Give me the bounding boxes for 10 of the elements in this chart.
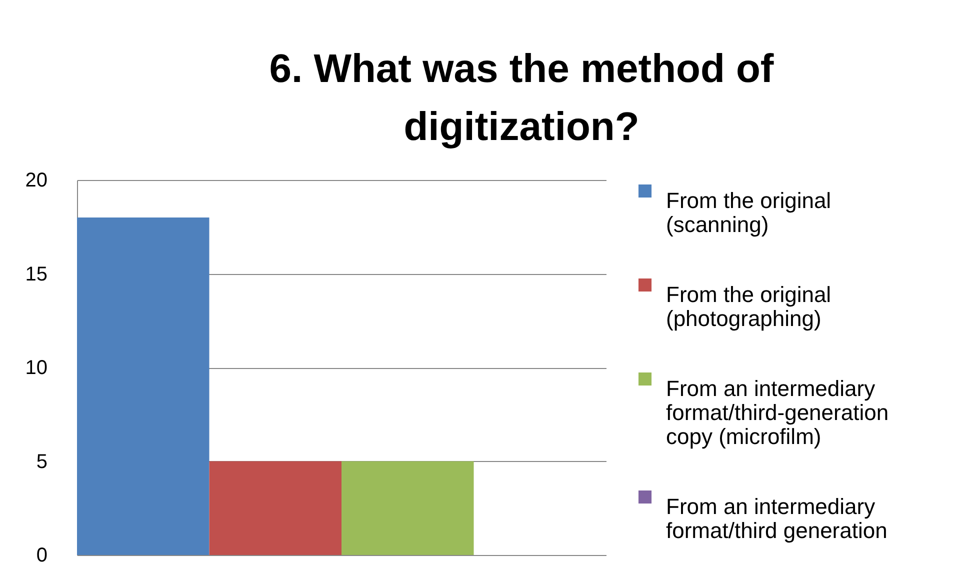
y-tick-label: 15 xyxy=(25,263,48,286)
legend-label: From the original (scanning) xyxy=(666,188,832,237)
y-tick-label: 5 xyxy=(36,450,48,473)
y-tick-label: 0 xyxy=(36,544,48,566)
chart-title: 6. What was the method of digitization? xyxy=(269,47,774,149)
legend-label: From an intermediary format/third-generation copy (microfilm) xyxy=(666,376,889,449)
y-tick-label: 20 xyxy=(25,170,48,192)
y-tick-label: 10 xyxy=(25,357,48,379)
legend-label: From an intermediary format/third generation xyxy=(666,494,888,543)
legend-label: From the original (photographing) xyxy=(666,282,832,331)
